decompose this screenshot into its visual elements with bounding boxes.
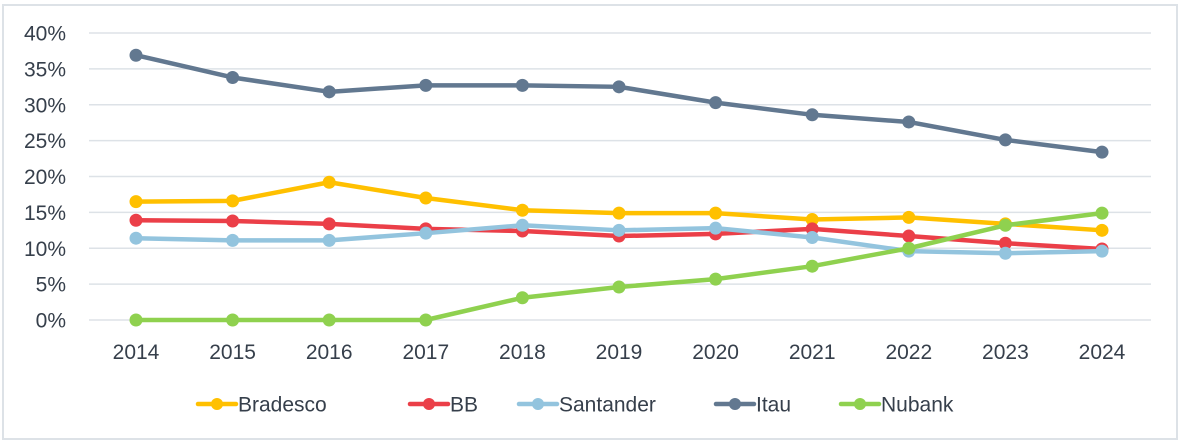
y-axis-ticks: 0% 5% 10% 15% 20% 25% 30% 35% 40% [24,23,66,333]
data-point [805,108,819,122]
data-point [226,313,240,327]
y-tick-label: 10% [24,238,66,261]
data-point [709,206,723,220]
data-point [322,217,336,231]
legend-item-santander[interactable]: Santander [516,394,656,417]
data-point [322,85,336,99]
series-lines [129,48,1109,327]
data-point [612,206,626,220]
y-tick-label: 25% [24,130,66,153]
x-tick-label: 2018 [499,341,546,364]
legend-item-bradesco[interactable]: Bradesco [195,394,327,417]
data-point [709,221,723,235]
data-point [515,203,529,217]
series-line [133,52,1105,155]
series-itau [129,48,1109,159]
legend-swatch-marker [854,398,866,410]
x-tick-label: 2020 [692,341,739,364]
data-point [322,175,336,189]
data-point [998,218,1012,232]
legend-swatch-marker [211,398,223,410]
x-tick-label: 2016 [306,341,353,364]
x-tick-label: 2017 [402,341,449,364]
y-tick-label: 30% [24,94,66,117]
series-santander [129,218,1109,260]
data-point [902,229,916,243]
y-tick-label: 20% [24,166,66,189]
data-point [902,210,916,224]
data-point [515,78,529,92]
data-point [998,236,1012,250]
x-tick-label: 2019 [596,341,643,364]
data-point [902,115,916,129]
data-point [129,48,143,62]
y-tick-label: 35% [24,58,66,81]
data-point [998,246,1012,260]
legend-label: Bradesco [238,394,327,417]
data-point [1095,244,1109,258]
x-tick-label: 2022 [885,341,932,364]
x-tick-label: 2023 [982,341,1029,364]
data-point [226,194,240,208]
x-tick-label: 2014 [113,341,160,364]
y-tick-label: 5% [36,274,66,297]
data-point [226,214,240,228]
data-point [612,80,626,94]
data-point [1095,223,1109,237]
data-point [515,218,529,232]
data-point [709,272,723,286]
data-point [419,226,433,240]
data-point [129,213,143,227]
data-point [805,230,819,244]
legend-item-bb[interactable]: BB [407,394,478,417]
x-tick-label: 2024 [1079,341,1126,364]
y-tick-label: 15% [24,202,66,225]
data-point [1095,206,1109,220]
data-point [1095,145,1109,159]
legend-label: BB [450,394,478,417]
series-nubank [129,206,1109,327]
data-point [805,213,819,227]
data-point [129,195,143,209]
legend-swatch-marker [532,398,544,410]
data-point [612,223,626,237]
data-point [419,191,433,205]
y-tick-label: 40% [24,23,66,46]
data-point [515,291,529,305]
data-point [129,231,143,245]
legend-label: Santander [559,394,656,417]
y-tick-label: 0% [36,310,66,333]
data-point [322,233,336,247]
data-point [805,259,819,273]
data-point [129,313,143,327]
data-point [998,133,1012,147]
data-point [612,280,626,294]
data-point [902,241,916,255]
x-axis-ticks: 2014 2015 2016 2017 2018 2019 2020 2021 2022 2023… [113,341,1126,364]
data-point [322,313,336,327]
legend-swatch-marker [729,398,741,410]
legend-label: Itau [756,394,791,417]
legend: Bradesco BB Santander Itau Nubank [195,394,954,417]
data-point [419,78,433,92]
legend-item-itau[interactable]: Itau [713,394,791,417]
data-point [709,96,723,110]
legend-label: Nubank [881,394,954,417]
data-point [226,70,240,84]
gridlines [89,32,1151,321]
x-tick-label: 2021 [789,341,836,364]
legend-item-nubank[interactable]: Nubank [838,394,954,417]
legend-swatch-marker [423,398,435,410]
data-point [419,313,433,327]
x-tick-label: 2015 [209,341,256,364]
data-point [226,233,240,247]
